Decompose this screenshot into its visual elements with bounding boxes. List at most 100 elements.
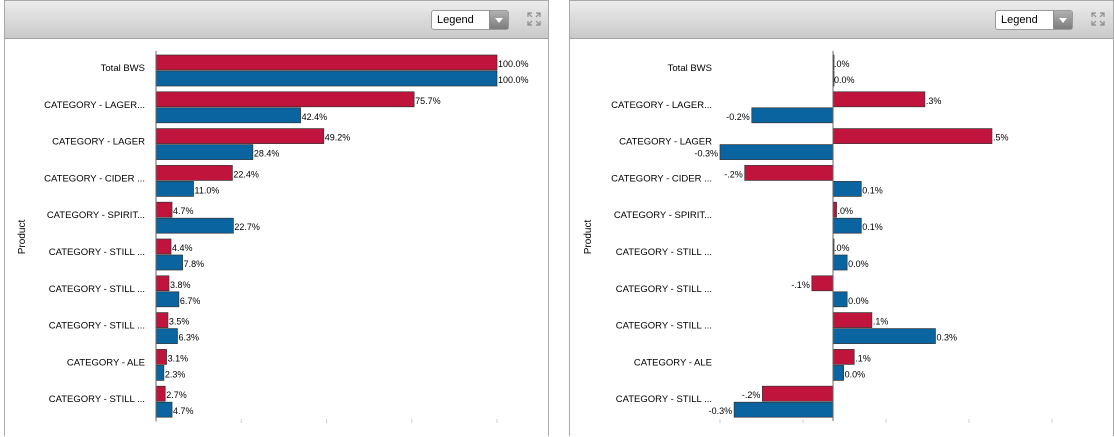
category-label: CATEGORY - CIDER ...: [611, 173, 712, 184]
data-label: 100.0%: [498, 75, 529, 85]
bar: [155, 238, 172, 255]
bar: [832, 128, 993, 144]
bar: [832, 349, 855, 365]
data-label: .1%: [855, 353, 871, 363]
y-axis-title: Product: [583, 220, 594, 255]
data-label: 6.7%: [180, 296, 201, 306]
bar: [832, 181, 862, 197]
data-label: -.2%: [742, 390, 761, 400]
category-label: CATEGORY - STILL ...: [49, 247, 145, 258]
data-label: -0.3%: [709, 406, 733, 416]
data-label: .1%: [873, 317, 889, 327]
data-label: 11.0%: [195, 185, 220, 195]
data-label: 2.7%: [166, 390, 187, 400]
data-label: 2.3%: [165, 369, 186, 379]
bar: [155, 385, 166, 402]
bar: [155, 54, 498, 71]
data-label: 100.0%: [498, 59, 529, 69]
data-label: -0.3%: [694, 149, 718, 159]
category-label: CATEGORY - STILL ...: [616, 284, 712, 295]
data-label: 4.7%: [173, 406, 194, 416]
chevron-down-icon[interactable]: [489, 11, 508, 29]
left-legend-label: Legend: [437, 14, 474, 26]
bar: [155, 291, 180, 308]
data-label: .0%: [838, 206, 854, 216]
expand-icon[interactable]: [526, 11, 542, 27]
left-panel-header: Legend: [5, 1, 548, 39]
bar: [155, 165, 233, 181]
category-label: CATEGORY - STILL ...: [49, 394, 145, 405]
data-label: 0.1%: [862, 222, 883, 232]
data-label: 3.1%: [168, 353, 189, 363]
category-label: CATEGORY - ALE: [67, 357, 145, 368]
bar: [762, 385, 834, 402]
data-label: .0%: [834, 243, 850, 253]
category-label: CATEGORY - LAGER...: [611, 100, 712, 111]
category-label: CATEGORY - STILL ...: [49, 321, 145, 332]
bar: [751, 107, 834, 124]
left-chart-panel: Legend Product Total BWS 100.0% 100.0% CATEG…: [4, 0, 549, 436]
bar: [155, 144, 254, 160]
bar: [733, 401, 834, 418]
data-label: .0%: [834, 59, 850, 69]
category-label: CATEGORY - STILL ...: [49, 284, 145, 295]
expand-icon[interactable]: [1090, 11, 1106, 27]
data-label: 0.0%: [834, 75, 855, 85]
bar: [155, 128, 325, 144]
bar: [155, 275, 170, 292]
data-label: 0.0%: [848, 296, 869, 306]
bar: [832, 328, 936, 344]
data-label: 4.7%: [173, 206, 194, 216]
left-legend-dropdown[interactable]: Legend: [431, 10, 509, 30]
bar: [155, 254, 183, 271]
right-panel-header: Legend: [570, 1, 1113, 39]
right-legend-dropdown[interactable]: Legend: [995, 10, 1073, 30]
category-label: CATEGORY - STILL ...: [616, 247, 712, 258]
right-bar-chart: Product Total BWS .0% 0.0% CATEGORY - LAGER.…: [583, 51, 1053, 423]
data-label: -.1%: [791, 280, 810, 290]
category-label: CATEGORY - LAGER: [52, 137, 145, 148]
data-label: 0.0%: [848, 259, 869, 269]
bar: [155, 181, 194, 197]
y-axis-title: Product: [17, 220, 28, 255]
data-label: 75.7%: [415, 96, 441, 106]
left-bar-chart: Product Total BWS 100.0% 100.0% CATEGORY - L…: [17, 51, 529, 423]
bar: [155, 349, 167, 365]
data-label: .5%: [993, 133, 1009, 143]
category-label: CATEGORY - ALE: [634, 357, 712, 368]
data-label: -0.2%: [726, 112, 750, 122]
right-chart-panel: Legend Product Total BWS .0% 0.0% CATEGORY -…: [569, 0, 1114, 436]
bar: [832, 291, 848, 308]
bar: [155, 365, 165, 381]
data-label: 6.3%: [178, 333, 199, 343]
category-label: Total BWS: [668, 63, 712, 74]
data-label: 4.4%: [172, 243, 193, 253]
bar: [832, 217, 862, 234]
right-legend-label: Legend: [1001, 14, 1038, 26]
category-label: CATEGORY - STILL ...: [616, 394, 712, 405]
bar: [832, 91, 926, 108]
data-label: 42.4%: [302, 112, 328, 122]
data-label: 0.1%: [862, 185, 883, 195]
bar: [811, 275, 834, 292]
chevron-down-icon[interactable]: [1053, 11, 1072, 29]
category-label: CATEGORY - SPIRIT...: [47, 210, 145, 221]
category-label: CATEGORY - STILL ...: [616, 321, 712, 332]
data-label: 22.4%: [233, 169, 259, 179]
bar: [155, 107, 301, 124]
bar: [832, 312, 873, 328]
bar: [155, 312, 169, 328]
bar: [155, 328, 178, 344]
bar: [155, 201, 173, 218]
bar: [744, 165, 834, 181]
bar: [155, 91, 415, 108]
category-label: CATEGORY - LAGER: [619, 137, 712, 148]
data-label: 0.0%: [845, 369, 866, 379]
category-label: CATEGORY - SPIRIT...: [614, 210, 712, 221]
bar: [155, 401, 173, 418]
data-label: 3.8%: [170, 280, 191, 290]
data-label: 49.2%: [325, 133, 351, 143]
data-label: 3.5%: [169, 317, 190, 327]
bar: [155, 70, 498, 87]
category-label: Total BWS: [101, 63, 145, 74]
